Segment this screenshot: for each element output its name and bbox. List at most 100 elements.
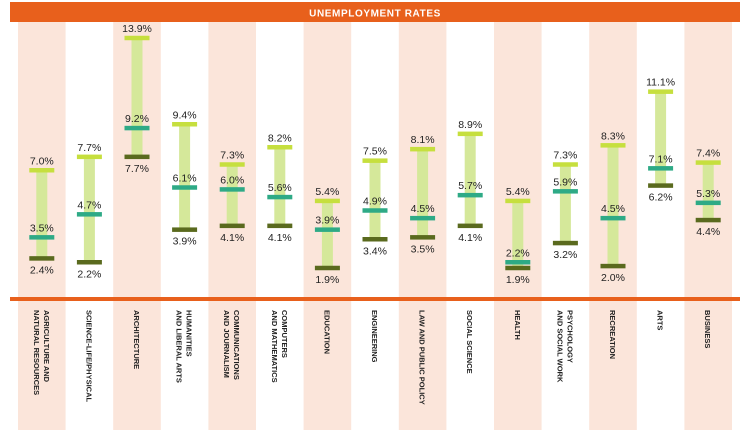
low-label-14: 4.4% bbox=[696, 226, 720, 238]
low-label-10: 1.9% bbox=[506, 274, 530, 286]
range-bar-4 bbox=[226, 164, 238, 226]
high-label-0: 7.0% bbox=[30, 155, 54, 167]
category-label-12: RECREATION bbox=[608, 310, 617, 359]
mid-label-12: 4.5% bbox=[601, 203, 625, 215]
low-label-3: 3.9% bbox=[173, 236, 197, 248]
high-label-2: 13.9% bbox=[122, 23, 152, 35]
mid-mark-7 bbox=[362, 208, 388, 213]
high-label-6: 5.4% bbox=[315, 186, 339, 198]
category-label-line: LAW AND PUBLIC POLICY bbox=[418, 310, 427, 405]
low-cap-1 bbox=[76, 260, 102, 265]
low-label-13: 6.2% bbox=[649, 192, 673, 204]
low-label-7: 3.4% bbox=[363, 245, 387, 257]
category-label-line: SCIENCE-LIFE/PHYSICAL bbox=[84, 310, 93, 403]
category-label-9: SOCIAL SCIENCE bbox=[465, 310, 474, 374]
high-label-7: 7.5% bbox=[363, 146, 387, 158]
mid-label-9: 5.7% bbox=[458, 180, 482, 192]
mid-mark-1 bbox=[76, 212, 102, 217]
mid-label-8: 4.5% bbox=[411, 203, 435, 215]
range-bar-13 bbox=[655, 91, 667, 186]
category-label-line: ARTS bbox=[656, 310, 665, 330]
mid-mark-2 bbox=[124, 125, 150, 131]
high-cap-2 bbox=[124, 35, 150, 41]
title-banner bbox=[10, 2, 740, 22]
mid-mark-3 bbox=[172, 185, 198, 190]
range-bar-1 bbox=[83, 156, 95, 263]
high-cap-13 bbox=[648, 89, 674, 94]
mid-label-11: 5.9% bbox=[553, 176, 577, 188]
low-cap-9 bbox=[457, 223, 483, 229]
low-label-2: 7.7% bbox=[125, 163, 149, 175]
low-cap-12 bbox=[600, 263, 626, 269]
category-label-line: AGRICULTURE AND bbox=[42, 310, 51, 383]
high-label-12: 8.3% bbox=[601, 130, 625, 142]
mid-label-1: 4.7% bbox=[77, 199, 101, 211]
low-cap-11 bbox=[552, 240, 578, 246]
high-cap-7 bbox=[362, 158, 388, 163]
low-label-4: 4.1% bbox=[220, 232, 244, 244]
low-label-5: 4.1% bbox=[268, 232, 292, 244]
category-label-6: EDUCATION bbox=[322, 310, 331, 354]
baseline-bar bbox=[10, 297, 740, 301]
high-label-4: 7.3% bbox=[220, 150, 244, 162]
range-bar-0 bbox=[36, 170, 48, 259]
mid-mark-5 bbox=[267, 194, 293, 200]
category-label-8: LAW AND PUBLIC POLICY bbox=[418, 310, 427, 405]
high-cap-14 bbox=[695, 160, 721, 165]
high-cap-11 bbox=[552, 162, 578, 167]
high-label-11: 7.3% bbox=[553, 150, 577, 162]
category-label-line: HEALTH bbox=[513, 310, 522, 340]
category-label-1: SCIENCE-LIFE/PHYSICAL bbox=[84, 310, 93, 403]
high-cap-5 bbox=[267, 145, 293, 150]
category-label-line: PSYCHOLOGY bbox=[565, 310, 574, 363]
low-cap-10 bbox=[505, 265, 531, 271]
low-label-9: 4.1% bbox=[458, 232, 482, 244]
mid-mark-0 bbox=[29, 235, 55, 240]
low-cap-13 bbox=[648, 183, 674, 188]
low-label-12: 2.0% bbox=[601, 272, 625, 284]
high-cap-1 bbox=[76, 154, 102, 160]
high-cap-3 bbox=[172, 122, 198, 127]
category-label-line: ARCHITECTURE bbox=[132, 310, 141, 369]
high-cap-6 bbox=[314, 198, 340, 204]
low-label-8: 3.5% bbox=[411, 243, 435, 255]
category-label-line: AND LIBERAL ARTS bbox=[175, 310, 184, 383]
high-cap-0 bbox=[29, 168, 55, 173]
range-marks: 7.0% 3.5% 2.4% 7.7% 4.7% 2.2% 13.9% 9.2% 7.7% 9.4… bbox=[29, 23, 721, 286]
range-bar-10 bbox=[512, 200, 524, 268]
low-cap-5 bbox=[267, 223, 293, 229]
range-bar-2 bbox=[131, 38, 143, 157]
high-label-13: 11.1% bbox=[646, 77, 675, 89]
category-label-line: EDUCATION bbox=[322, 310, 331, 354]
category-label-line: AND JOURNALISM bbox=[222, 310, 231, 378]
low-cap-3 bbox=[172, 227, 198, 232]
range-bar-3 bbox=[179, 124, 191, 230]
low-cap-2 bbox=[124, 154, 150, 160]
mid-mark-4 bbox=[219, 187, 245, 192]
category-label-line: COMMUNICATIONS bbox=[232, 310, 241, 380]
range-bar-6 bbox=[321, 200, 333, 268]
mid-label-5: 5.6% bbox=[268, 182, 292, 194]
mid-label-6: 3.9% bbox=[315, 215, 339, 227]
high-cap-10 bbox=[505, 198, 531, 204]
category-label-line: COMPUTERS bbox=[280, 310, 289, 358]
range-bar-14 bbox=[702, 162, 714, 221]
mid-mark-6 bbox=[314, 227, 340, 232]
category-label-13: ARTS bbox=[656, 310, 665, 330]
mid-mark-10 bbox=[505, 260, 531, 265]
range-bar-11 bbox=[559, 164, 571, 244]
mid-mark-13 bbox=[648, 166, 674, 171]
high-cap-12 bbox=[600, 143, 626, 148]
low-cap-8 bbox=[410, 235, 436, 240]
category-label-line: ENGINEERING bbox=[370, 310, 379, 363]
low-cap-0 bbox=[29, 256, 55, 261]
high-label-9: 8.9% bbox=[458, 119, 482, 131]
high-label-14: 7.4% bbox=[696, 148, 720, 160]
mid-label-10: 2.2% bbox=[506, 247, 530, 259]
category-label-10: HEALTH bbox=[513, 310, 522, 340]
high-label-8: 8.1% bbox=[411, 134, 435, 146]
